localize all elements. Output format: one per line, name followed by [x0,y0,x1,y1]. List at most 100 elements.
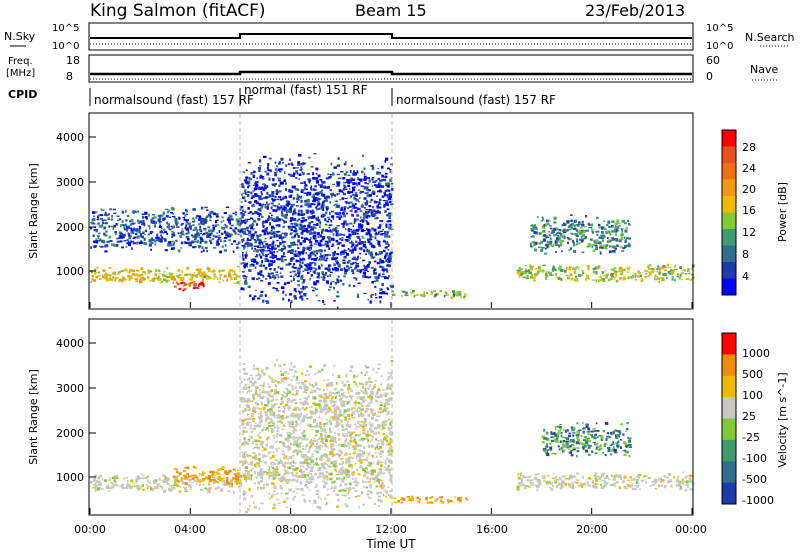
echo-cell [189,228,192,230]
echo-cell [145,477,148,480]
echo-cell [212,470,215,474]
echo-cell [104,211,107,215]
echo-cell [271,379,275,381]
echo-cell [346,179,350,182]
echo-cell [541,217,544,221]
echo-cell [337,275,340,278]
echo-cell [246,182,250,185]
echo-cell [140,276,145,280]
echo-cell [228,239,231,242]
echo-cell [180,241,184,245]
echo-cell [241,215,244,219]
echo-cell [106,240,110,243]
echo-cell [261,192,263,196]
echo-cell [259,273,263,276]
echo-cell [243,456,246,459]
echo-cell [291,424,294,426]
echo-cell [115,223,118,226]
echo-cell [336,477,339,480]
echo-cell [384,395,387,397]
echo-cell [349,456,353,459]
echo-cell [341,250,345,253]
echo-cell [130,230,134,234]
cpid-label: CPID [8,88,37,101]
echo-cell [551,270,554,272]
echo-cell [262,264,265,267]
echo-cell [134,277,138,281]
echo-cell [151,278,154,281]
echo-cell [354,404,357,407]
echo-cell [348,205,352,208]
echo-cell [569,228,571,231]
echo-cell [294,474,297,477]
echo-cell [336,261,340,265]
echo-cell [343,275,346,278]
echo-cell [232,212,235,215]
echo-cell [152,479,156,483]
echo-cell [166,267,169,270]
echo-cell [279,267,284,270]
echo-cell [123,224,125,227]
echo-cell [244,398,247,400]
echo-cell [379,500,384,503]
echo-cell [272,183,275,186]
echo-cell [387,383,390,386]
echo-cell [548,231,551,233]
echo-cell [90,222,93,224]
echo-cell [335,382,338,385]
echo-cell [337,423,341,426]
echo-cell [351,164,353,167]
echo-cell [384,231,386,234]
echo-cell [308,500,312,502]
echo-cell [307,450,311,452]
echo-cell [358,382,361,386]
echo-cell [299,398,302,401]
echo-cell [608,245,612,248]
echo-cell [266,245,269,248]
echo-cell [181,233,185,236]
echo-cell [359,216,362,219]
echo-cell [127,270,131,274]
echo-cell [260,279,264,282]
echo-cell [200,488,204,492]
echo-cell [591,245,594,249]
echo-cell [375,431,378,435]
echo-cell [540,220,544,222]
echo-cell [119,218,122,221]
echo-cell [311,384,314,386]
echo-cell [268,215,270,219]
echo-cell [272,218,276,221]
echo-cell [162,479,167,483]
echo-cell [258,242,262,246]
echo-cell [244,475,246,479]
echo-cell [378,173,381,175]
echo-cell [302,261,304,265]
echo-cell [113,271,117,274]
echo-cell [293,407,296,409]
echo-cell [173,246,175,250]
echo-cell [354,462,357,465]
echo-cell [336,243,339,245]
echo-cell [340,215,343,218]
echo-cell [302,250,305,254]
echo-cell [364,481,368,483]
echo-cell [294,185,296,189]
echo-cell [271,405,275,409]
echo-cell [166,226,170,229]
echo-cell [591,228,594,231]
echo-cell [251,204,253,207]
echo-cell [169,484,173,487]
echo-cell [376,205,379,207]
echo-cell [189,241,192,244]
echo-cell [239,222,242,225]
echo-cell [207,476,211,480]
echo-cell [272,411,276,414]
echo-cell [569,224,572,228]
echo-cell [166,482,170,486]
echo-cell [348,486,352,489]
freq-tick-bottom: 8 [66,70,73,83]
echo-cell [264,462,267,465]
echo-cell [291,258,293,260]
echo-cell [554,268,557,272]
echo-cell [578,274,582,277]
